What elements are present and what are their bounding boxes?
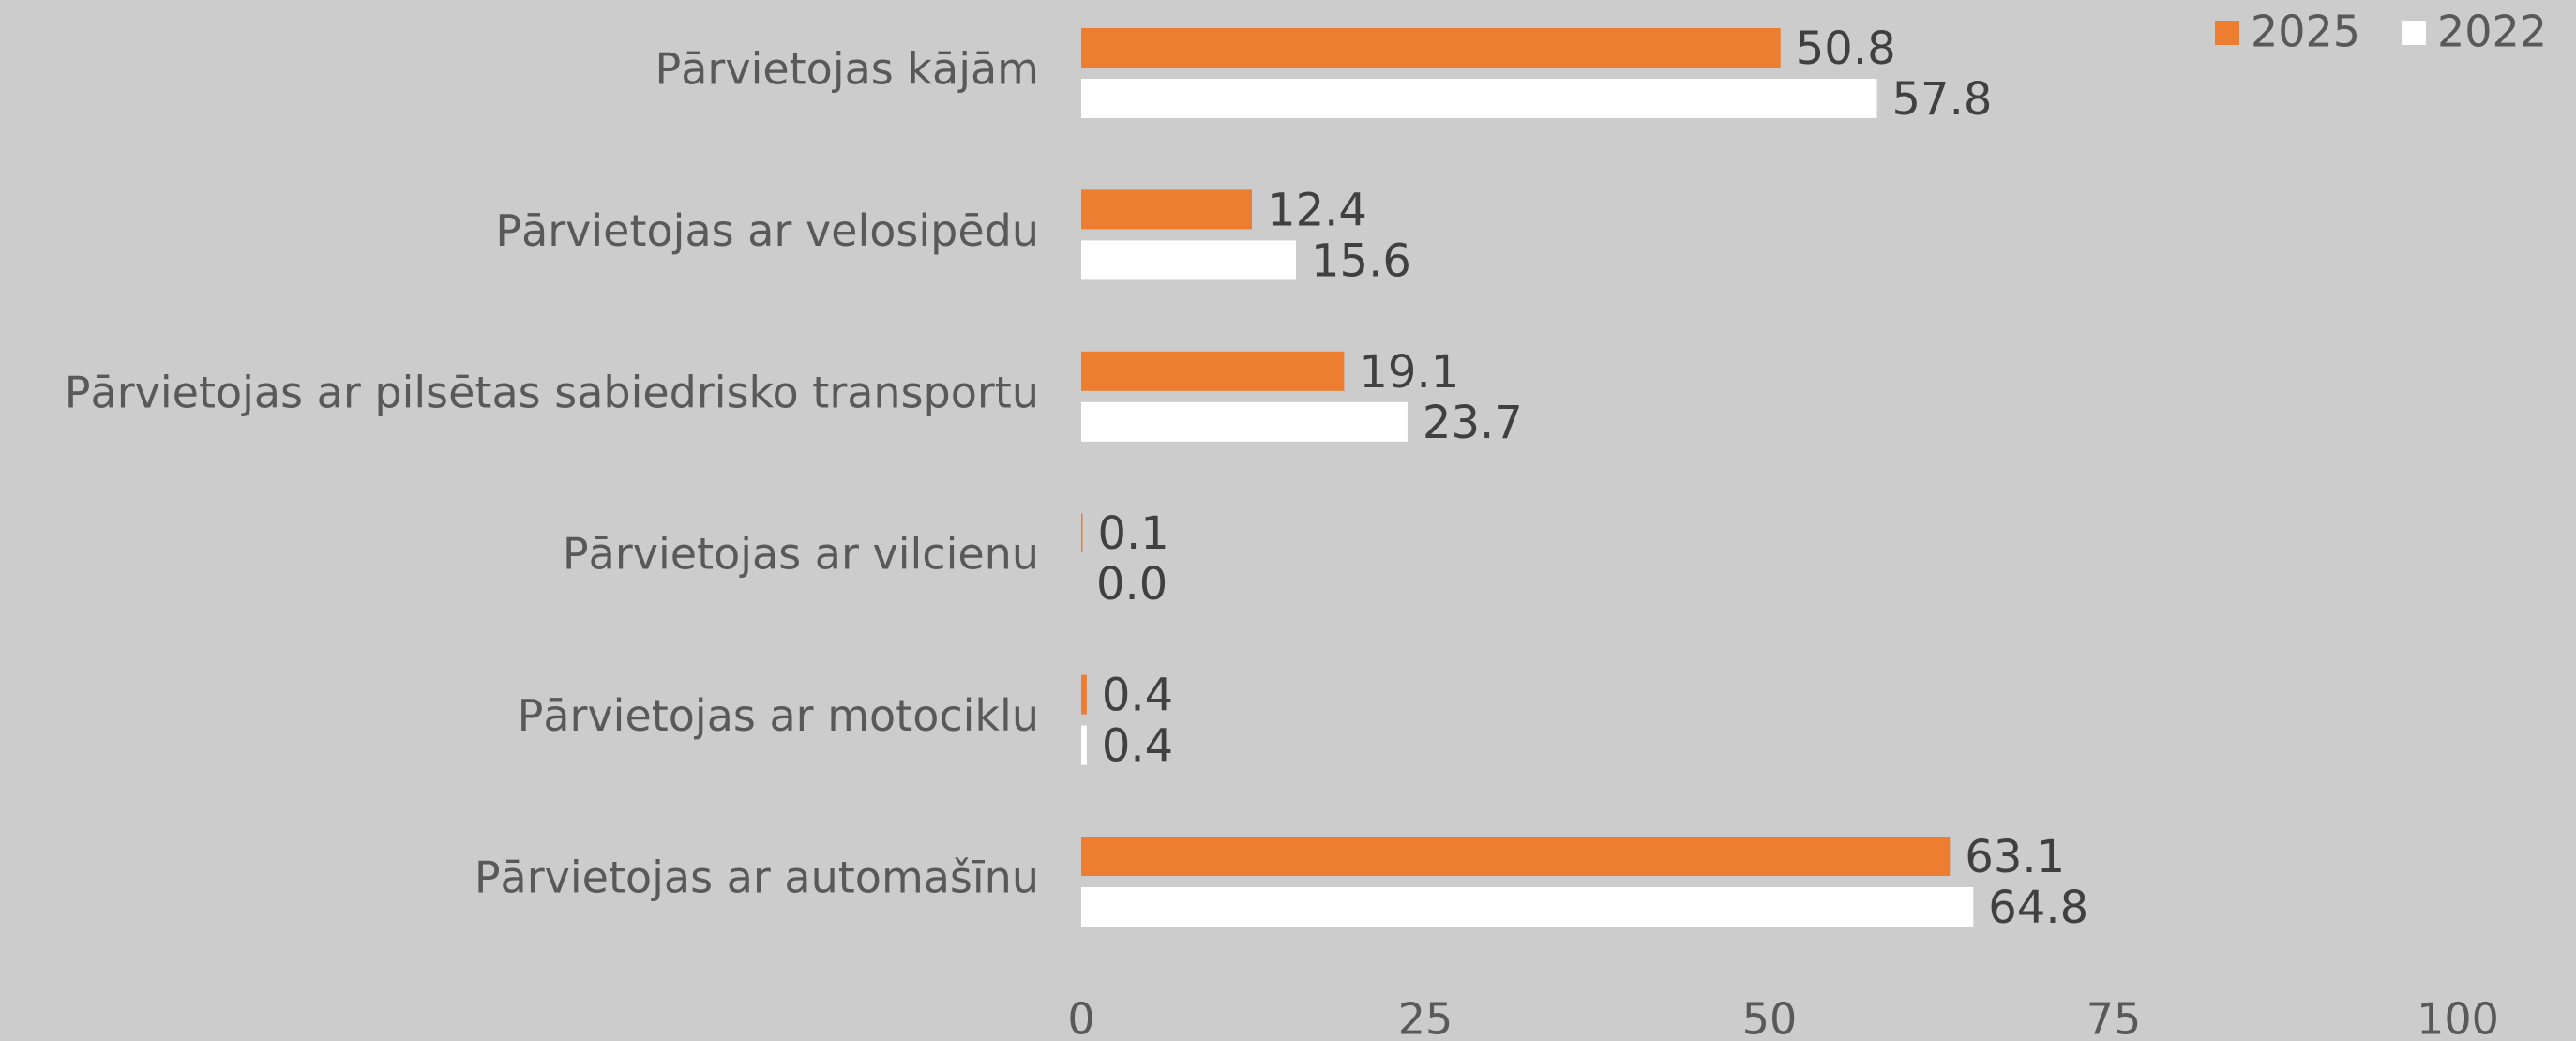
category-label: Pārvietojas ar motociklu — [518, 690, 1039, 741]
bar — [1081, 513, 1083, 553]
bar — [1081, 240, 1297, 280]
bar — [1081, 674, 1087, 715]
value-label: 23.7 — [1423, 397, 1523, 449]
category-label: Pārvietojas ar automašīnu — [475, 852, 1039, 903]
category-label: Pārvietojas ar vilcienu — [563, 529, 1039, 580]
value-label: 0.4 — [1102, 670, 1173, 722]
x-tick-label: 50 — [1742, 994, 1798, 1041]
value-label: 15.6 — [1311, 234, 1411, 287]
x-tick-label: 0 — [1067, 994, 1094, 1041]
category-label: Pārvietojas ar velosipēdu — [495, 205, 1039, 256]
bar — [1081, 837, 1951, 876]
bar — [1081, 725, 1087, 765]
legend-swatch — [2215, 21, 2239, 45]
category-label: Pārvietojas kājām — [655, 44, 1040, 95]
legend-swatch — [2402, 21, 2426, 45]
value-label: 64.8 — [1988, 882, 2088, 934]
bar — [1081, 351, 1345, 391]
bar — [1081, 189, 1253, 230]
value-label: 50.8 — [1796, 23, 1896, 75]
value-label: 0.4 — [1102, 720, 1173, 773]
value-label: 12.4 — [1267, 184, 1367, 236]
category-label: Pārvietojas ar pilsētas sabiedrisko tran… — [65, 367, 1039, 417]
bar — [1081, 887, 1974, 927]
value-label: 63.1 — [1965, 831, 2065, 883]
bar — [1081, 401, 1408, 442]
bar — [1081, 28, 1781, 68]
value-label: 19.1 — [1359, 346, 1459, 399]
value-label: 0.1 — [1097, 507, 1168, 560]
value-label: 57.8 — [1892, 73, 1993, 126]
x-tick-label: 75 — [2086, 994, 2142, 1041]
bar — [1081, 79, 1877, 118]
x-tick-label: 100 — [2417, 994, 2499, 1041]
value-label: 0.0 — [1096, 558, 1167, 611]
x-tick-label: 25 — [1398, 994, 1454, 1041]
legend-label: 2022 — [2437, 7, 2547, 57]
legend-label: 2025 — [2251, 7, 2360, 57]
